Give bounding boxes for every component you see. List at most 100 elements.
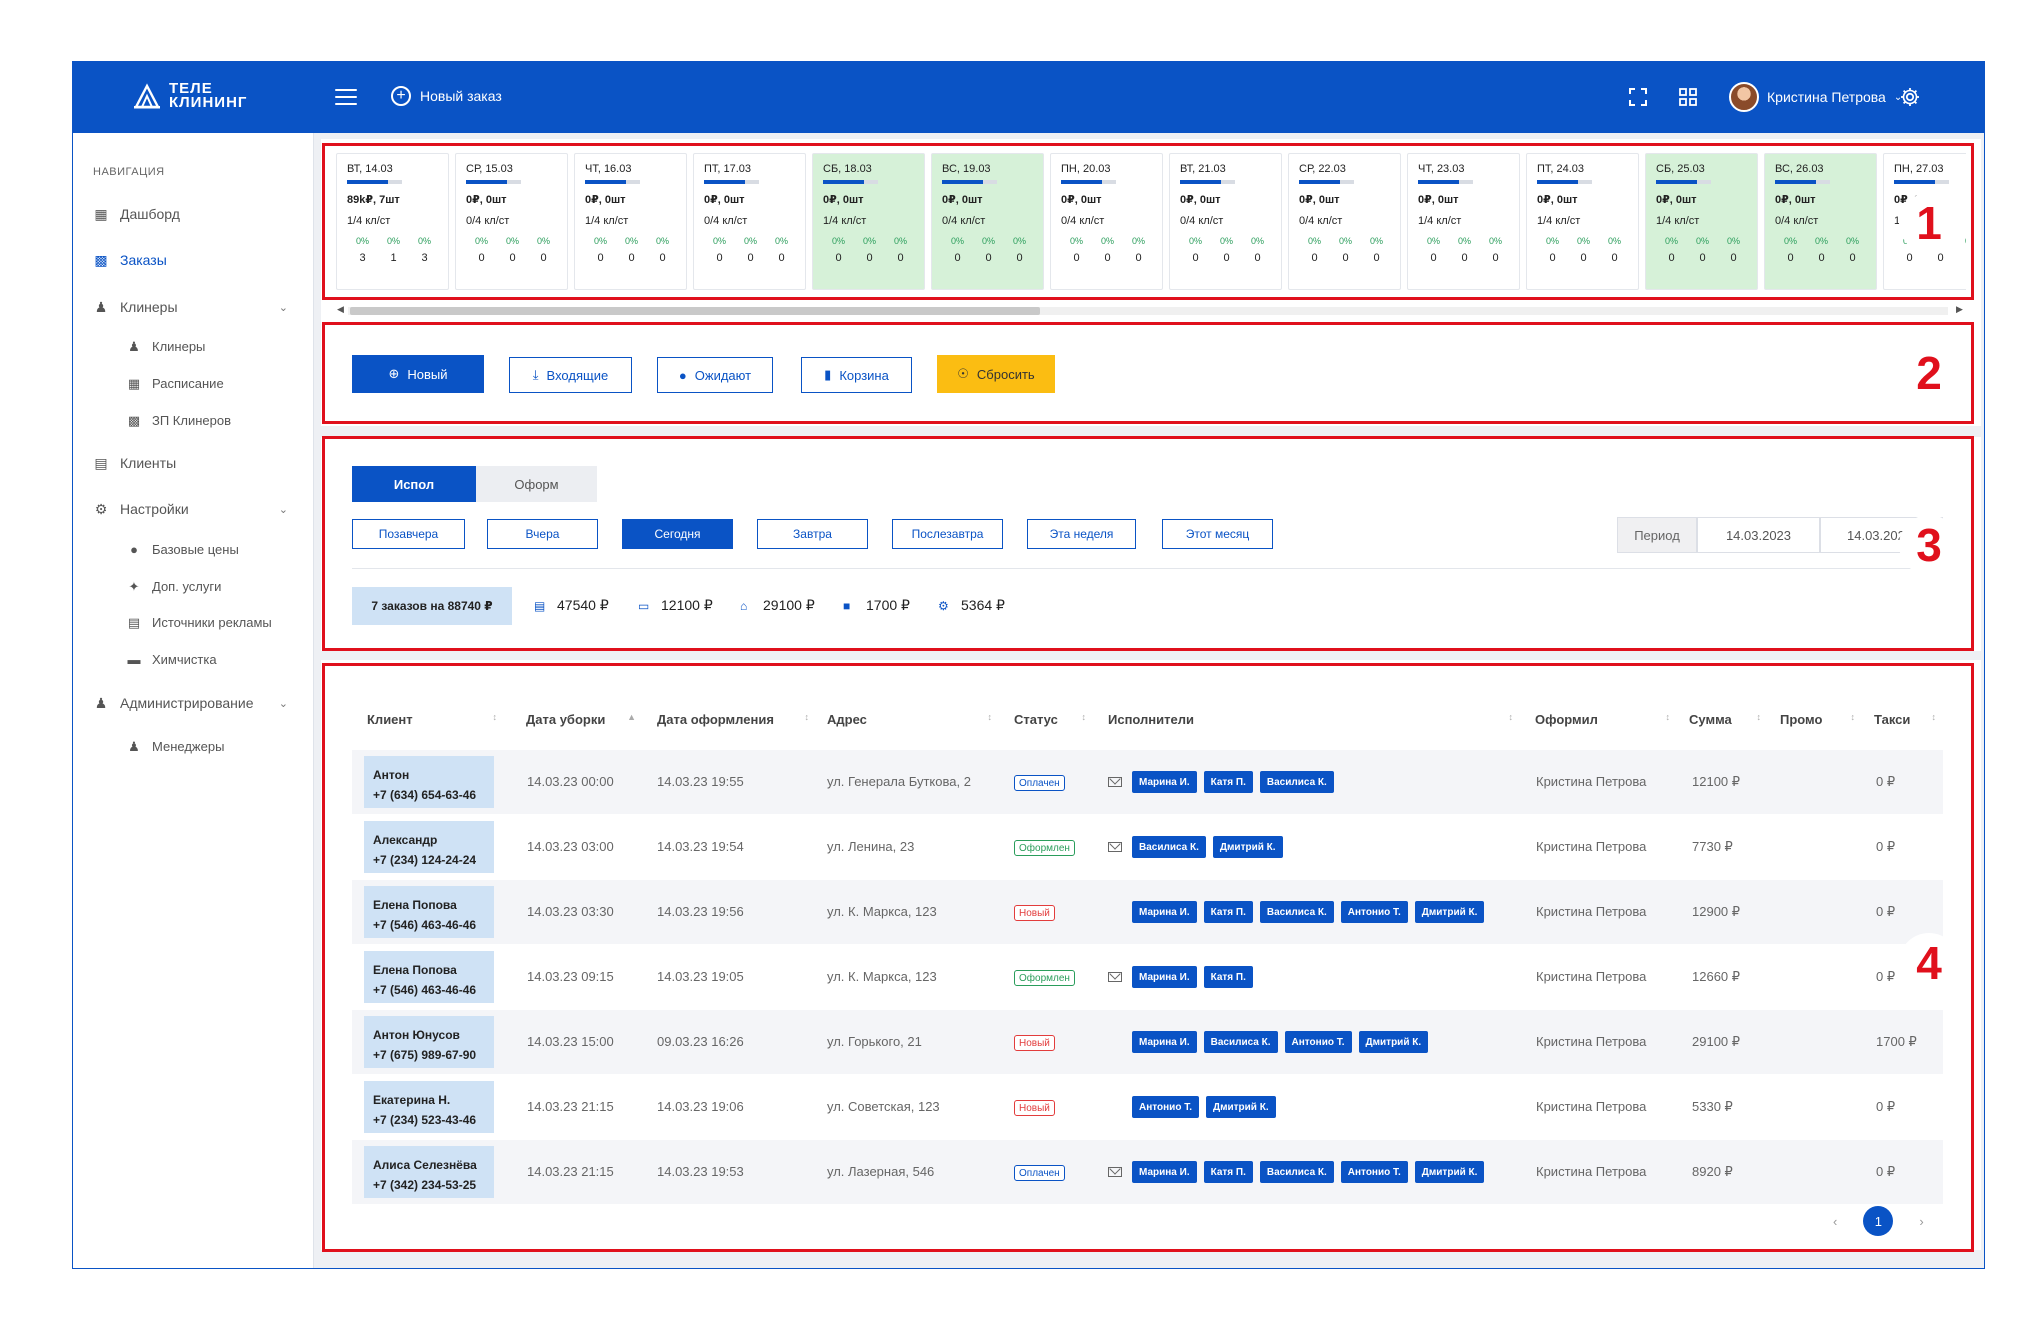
column-header[interactable]: Исполнители ↕	[1108, 712, 1513, 727]
range-button[interactable]: Этот месяц	[1162, 519, 1273, 549]
executor-chip[interactable]: Дмитрий К.	[1414, 901, 1485, 923]
sidebar-item-7[interactable]: ⚙ Настройки ⌄	[93, 501, 298, 518]
table-row[interactable]: Алиса Селезнёва +7 (342) 234-53-25 14.03.2…	[352, 1140, 1943, 1204]
scroll-track[interactable]	[348, 307, 1948, 315]
day-card[interactable]: ПТ, 24.03 0₽, 0шт 1/4 кл/ст 0% 0% 0% 0 0 0	[1526, 153, 1639, 290]
executor-chip[interactable]: Василиса К.	[1259, 1161, 1334, 1183]
sidebar-item-2[interactable]: ♟ Клинеры ⌄	[93, 299, 298, 316]
user-menu[interactable]: Кристина Петрова ⌄	[1729, 82, 1902, 112]
column-header[interactable]: Сумма ↕	[1689, 712, 1761, 727]
sort-icon[interactable]: ↕	[804, 712, 810, 722]
executor-chip[interactable]: Дмитрий К.	[1358, 1031, 1429, 1053]
executor-chip[interactable]: Дмитрий К.	[1205, 1096, 1276, 1118]
sidebar-item-13[interactable]: ♟ Менеджеры	[126, 739, 331, 755]
tab-issued[interactable]: Оформ	[476, 466, 597, 502]
column-header[interactable]: Дата уборки ▲	[526, 712, 636, 727]
scroll-left-icon[interactable]: ◀	[337, 304, 344, 314]
day-card[interactable]: ВС, 26.03 0₽, 0шт 0/4 кл/ст 0% 0% 0% 0 0 0	[1764, 153, 1877, 290]
sidebar-item-5[interactable]: ▩ ЗП Клинеров	[126, 413, 331, 429]
executor-chip[interactable]: Катя П.	[1203, 1161, 1253, 1183]
executor-chip[interactable]: Антонио Т.	[1284, 1031, 1352, 1053]
period-from-input[interactable]: 14.03.2023	[1697, 517, 1820, 553]
range-button[interactable]: Сегодня	[622, 519, 733, 549]
executor-chip[interactable]: Василиса К.	[1259, 901, 1334, 923]
sidebar-item-10[interactable]: ▤ Источники рекламы	[126, 615, 331, 631]
reset-button[interactable]: ☉ Сбросить	[937, 355, 1055, 393]
day-card[interactable]: ПТ, 17.03 0₽, 0шт 0/4 кл/ст 0% 0% 0% 0 0 0	[693, 153, 806, 290]
page-button[interactable]: 1	[1863, 1206, 1894, 1236]
executor-chip[interactable]: Марина И.	[1132, 771, 1197, 793]
sort-icon[interactable]: ▲	[627, 712, 636, 722]
range-button[interactable]: Эта неделя	[1027, 519, 1136, 549]
sort-icon[interactable]: ↕	[1756, 712, 1762, 722]
client-card[interactable]: Антон +7 (634) 654-63-46	[364, 756, 494, 808]
sidebar-item-0[interactable]: ▦ Дашборд	[93, 206, 298, 223]
executor-chip[interactable]: Катя П.	[1203, 966, 1253, 988]
sort-icon[interactable]: ↕	[1931, 712, 1937, 722]
mail-icon[interactable]	[1108, 1167, 1122, 1177]
table-row[interactable]: Елена Попова +7 (546) 463-46-46 14.03.23 0…	[352, 880, 1943, 944]
column-header[interactable]: Оформил ↕	[1535, 712, 1670, 727]
gear-icon[interactable]	[1899, 86, 1921, 108]
sidebar-item-1[interactable]: ▩ Заказы	[93, 252, 298, 269]
mail-icon[interactable]	[1108, 972, 1122, 982]
client-card[interactable]: Александр +7 (234) 124-24-24	[364, 821, 494, 873]
tab-executors[interactable]: Испол	[352, 466, 476, 502]
sidebar-item-8[interactable]: ● Базовые цены	[126, 542, 331, 557]
column-header[interactable]: Клиент ↕	[367, 712, 497, 727]
sidebar-item-4[interactable]: ▦ Расписание	[126, 376, 331, 392]
client-card[interactable]: Антон Юнусов +7 (675) 989-67-90	[364, 1016, 494, 1068]
chevron-down-icon[interactable]: ⌄	[278, 698, 288, 710]
day-card[interactable]: ВС, 19.03 0₽, 0шт 0/4 кл/ст 0% 0% 0% 0 0 0	[931, 153, 1044, 290]
new-order-top-button[interactable]: + Новый заказ	[391, 86, 502, 106]
executor-chip[interactable]: Антонио Т.	[1340, 901, 1408, 923]
executor-chip[interactable]: Антонио Т.	[1340, 1161, 1408, 1183]
range-button[interactable]: Завтра	[757, 519, 868, 549]
client-card[interactable]: Елена Попова +7 (546) 463-46-46	[364, 951, 494, 1003]
column-header[interactable]: Статус ↕	[1014, 712, 1086, 727]
new-button[interactable]: ⊕ Новый	[352, 355, 484, 393]
scroll-right-icon[interactable]: ▶	[1956, 304, 1963, 314]
sidebar-item-6[interactable]: ▤ Клиенты	[93, 455, 298, 472]
grid-icon[interactable]	[1677, 86, 1699, 108]
executor-chip[interactable]: Марина И.	[1132, 901, 1197, 923]
executor-chip[interactable]: Марина И.	[1132, 966, 1197, 988]
sidebar-item-12[interactable]: ♟ Администрирование ⌄	[93, 695, 298, 712]
column-header[interactable]: Дата оформления ↕	[657, 712, 809, 727]
table-row[interactable]: Антон +7 (634) 654-63-46 14.03.23 00:00 14.…	[352, 750, 1943, 814]
trash-button[interactable]: ▮ Корзина	[801, 357, 912, 393]
day-card[interactable]: ЧТ, 16.03 0₽, 0шт 1/4 кл/ст 0% 0% 0% 0 0 0	[574, 153, 687, 290]
logo[interactable]: ТЕЛЕ КЛИНИНГ	[133, 81, 247, 110]
sort-icon[interactable]: ↕	[1081, 712, 1087, 722]
executor-chip[interactable]: Марина И.	[1132, 1161, 1197, 1183]
sidebar-item-9[interactable]: ✦ Доп. услуги	[126, 579, 331, 595]
executor-chip[interactable]: Василиса К.	[1259, 771, 1334, 793]
client-card[interactable]: Алиса Селезнёва +7 (342) 234-53-25	[364, 1146, 494, 1198]
client-card[interactable]: Екатерина Н. +7 (234) 523-43-46	[364, 1081, 494, 1133]
column-header[interactable]: Такси ↕	[1874, 712, 1936, 727]
fullscreen-icon[interactable]	[1627, 86, 1649, 108]
horizontal-scrollbar[interactable]: ◀ ▶	[336, 304, 1966, 317]
executor-chip[interactable]: Марина И.	[1132, 1031, 1197, 1053]
menu-toggle-icon[interactable]	[335, 89, 357, 105]
range-button[interactable]: Позавчера	[352, 519, 465, 549]
executor-chip[interactable]: Василиса К.	[1203, 1031, 1278, 1053]
column-header[interactable]: Адрес ↕	[827, 712, 992, 727]
sort-icon[interactable]: ↕	[1850, 712, 1856, 722]
range-button[interactable]: Вчера	[487, 519, 598, 549]
sidebar-item-11[interactable]: ▬ Химчистка	[126, 652, 331, 667]
sort-icon[interactable]: ↕	[1665, 712, 1671, 722]
table-row[interactable]: Екатерина Н. +7 (234) 523-43-46 14.03.23 2…	[352, 1075, 1943, 1139]
executor-chip[interactable]: Катя П.	[1203, 771, 1253, 793]
day-card[interactable]: СР, 22.03 0₽, 0шт 0/4 кл/ст 0% 0% 0% 0 0 0	[1288, 153, 1401, 290]
day-card[interactable]: ПН, 20.03 0₽, 0шт 0/4 кл/ст 0% 0% 0% 0 0 0	[1050, 153, 1163, 290]
chevron-down-icon[interactable]: ⌄	[278, 302, 288, 314]
scroll-thumb[interactable]	[350, 307, 1040, 315]
column-header[interactable]: Промо ↕	[1780, 712, 1855, 727]
table-row[interactable]: Александр +7 (234) 124-24-24 14.03.23 03:0…	[352, 815, 1943, 879]
day-card[interactable]: СБ, 25.03 0₽, 0шт 1/4 кл/ст 0% 0% 0% 0 0 0	[1645, 153, 1758, 290]
prev-page-icon[interactable]: ‹	[1833, 1213, 1838, 1229]
sort-icon[interactable]: ↕	[1508, 712, 1514, 722]
executor-chip[interactable]: Дмитрий К.	[1212, 836, 1283, 858]
range-button[interactable]: Послезавтра	[892, 519, 1003, 549]
